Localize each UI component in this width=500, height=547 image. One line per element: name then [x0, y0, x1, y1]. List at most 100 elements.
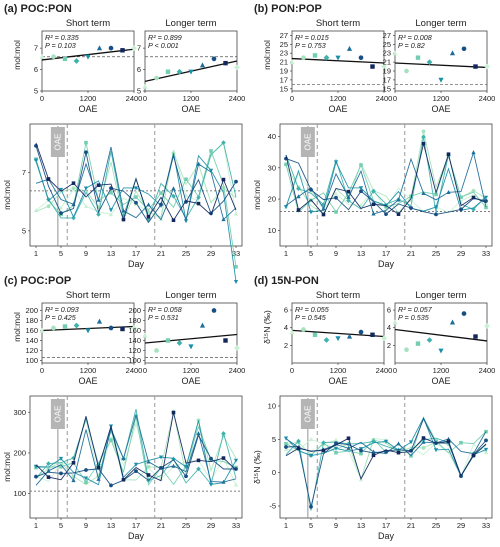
panel-c-timeseries-series-point: [59, 465, 63, 469]
panel-c-title: (c) POC:POP: [4, 275, 71, 287]
panel-d-short-term-ytick-label: 4: [284, 323, 288, 332]
panel-b-short-term-xlabel: OAE: [328, 104, 347, 114]
panel-b-short-term-ytick-label: 19: [280, 67, 288, 76]
panel-c-longer-term-regression-line: [144, 333, 238, 344]
panel-a-short-term-data-point: [131, 45, 137, 52]
panel-a-timeseries-series-point: [121, 217, 126, 222]
panel-b-timeseries-ytick-label: 10: [268, 226, 276, 235]
panel-c-timeseries-series-point: [83, 476, 89, 481]
panel-d-timeseries-xtick-label: 17: [382, 521, 390, 530]
panel-d-longer-term-xtick-label: 1200: [433, 366, 450, 375]
panel-b-short-term-data-point: [346, 45, 353, 51]
panel-d-bottom-ylabel: δ¹⁵N (‰): [252, 450, 262, 484]
panel-d-timeseries-series-point: [334, 450, 338, 455]
panel-a-longer-term-ytick-label: 5: [137, 87, 141, 96]
panel-b-short-term-ytick-label: 27: [280, 31, 288, 40]
panel-a-timeseries-oae-badge: [50, 127, 65, 157]
panel-a-bottom-ylabel: mol:mol: [2, 180, 12, 210]
panel-d-timeseries-frame: [279, 395, 493, 519]
panel-a-timeseries-ytick-label: 7: [22, 168, 26, 177]
panel-c-longer-term-data-point: [142, 332, 148, 338]
panel-d-longer-term-ytick-label: 2: [387, 341, 391, 350]
panel-a-title: (a) POC:PON: [4, 3, 72, 15]
panel-c-short-term-xtick-label: 2400: [126, 366, 143, 375]
panel-d-timeseries-series-point: [309, 504, 313, 509]
panel-b-longer-term-ytick-label: 15: [383, 84, 391, 93]
panel-c-timeseries-series-point: [46, 461, 51, 466]
panel-a-timeseries-series-point: [109, 190, 113, 195]
panel-c-bottom-ylabel: mol:mol: [2, 452, 12, 482]
panel-a-timeseries-xtick-label: 25: [182, 249, 190, 258]
panel-a-timeseries-series-point: [96, 212, 101, 217]
panel-a-short-term-ytick-label: 5: [34, 87, 38, 96]
panel-d-short-term-regression-line: [291, 329, 385, 338]
panel-a-timeseries-series-point: [183, 219, 189, 224]
panel-c-timeseries-series-point: [96, 476, 101, 481]
panel-d-short-term-ytick-label: 2: [284, 341, 288, 350]
panel-b-longer-term-data-point: [415, 55, 421, 60]
panel-b-top-ylabel: mol:mol: [262, 40, 272, 70]
panel-b-timeseries-series-point: [283, 205, 289, 210]
panel-d-timeseries-series-point: [321, 448, 326, 453]
panel-a-timeseries-series-point: [196, 195, 201, 200]
panel-d-top-ylabel: δ¹⁵N (‰): [262, 310, 272, 344]
panel-a-longer-term-xlabel: OAE: [181, 104, 200, 114]
panel-c-short-term-pvalue: P = 0.425: [45, 313, 77, 322]
panel-b-timeseries-series-point: [409, 194, 413, 199]
panel-b-longer-term-data-point: [484, 63, 490, 70]
panel-a-longer-term-xtick-label: 2400: [229, 94, 246, 103]
panel-c-longer-term-ytick-label: 120: [128, 346, 141, 355]
panel-a-timeseries-xtick-label: 21: [157, 249, 165, 258]
panel-d-longer-term-regression-line: [394, 328, 488, 342]
panel-c-timeseries-series-point: [109, 483, 113, 488]
panel-d-timeseries-series-point: [333, 437, 339, 442]
panel-d-longer-term-data-point: [449, 319, 456, 325]
panel-a-timeseries-series-point: [84, 140, 88, 145]
panel-c-timeseries-ytick-label: 100: [13, 489, 26, 498]
panel-d-timeseries-series-point: [308, 453, 314, 458]
panel-c-timeseries-series-point: [221, 431, 226, 436]
panel-d-short-term-data-point: [323, 337, 330, 343]
panel-c-timeseries-series-line: [35, 408, 237, 486]
panel-a-timeseries-series-point: [108, 212, 114, 217]
panel-d-timeseries-series-point: [296, 446, 301, 451]
panel-b-timeseries-xtick-label: 17: [382, 249, 390, 258]
panel-b-timeseries-series-point: [421, 134, 426, 140]
panel-d-timeseries-xtick-label: 9: [334, 521, 338, 530]
panel-d-short-term-xtick-label: 0: [290, 366, 294, 375]
panel-d-timeseries-series-point: [383, 439, 389, 444]
panel-b-short-term-ytick-label: 25: [280, 40, 288, 49]
panel-b-timeseries-series-point: [333, 191, 339, 196]
panel-a-timeseries-xtick-label: 17: [132, 249, 140, 258]
panel-b-short-term-data-point: [370, 64, 375, 69]
panel-a-timeseries-series-point: [184, 177, 188, 182]
panel-c-longer-term-frame: [144, 302, 238, 364]
panel-d-timeseries-series-point: [421, 439, 426, 444]
panel-a-short-term-data-point: [96, 45, 103, 51]
panel-b-short-term-pvalue: P = 0.753: [295, 41, 326, 50]
panel-c-longer-term-ytick-label: 140: [128, 336, 141, 345]
panel-d-short-term-ytick-label: 6: [284, 306, 288, 315]
panel-a-timeseries-series-point: [221, 217, 226, 222]
panel-b-short-term-ytick-label: 21: [280, 58, 288, 67]
panel-c-longer-term-xlabel: OAE: [181, 376, 200, 386]
panel-c-timeseries-series-point: [134, 469, 138, 473]
panel-b-longer-term-ytick-label: 23: [383, 49, 391, 58]
panel-a-longer-term-ytick-label: 7: [137, 44, 141, 53]
panel-b-timeseries-xtick-label: 13: [357, 249, 365, 258]
panel-c-timeseries-xtick-label: 13: [107, 521, 115, 530]
panel-c-longer-term-ytick-label: 180: [128, 316, 141, 325]
panel-d-timeseries-series-point: [483, 450, 489, 455]
panel-a-short-term-r2: R² = 0.335: [45, 33, 80, 42]
panel-b-timeseries-series-point: [284, 162, 288, 167]
panel-b-timeseries-series-point: [333, 160, 339, 165]
panel-a-timeseries-oae-label: OAE: [53, 134, 62, 151]
panel-d-timeseries-series-point: [484, 438, 488, 443]
panel-c-timeseries-series-point: [208, 482, 214, 487]
panel-a-timeseries-series-point: [146, 202, 151, 207]
panel-c-timeseries-xtick-label: 1: [34, 521, 38, 530]
panel-c-longer-term-xtick-label: 0: [143, 366, 147, 375]
panel-b-timeseries-series-point: [321, 212, 326, 217]
